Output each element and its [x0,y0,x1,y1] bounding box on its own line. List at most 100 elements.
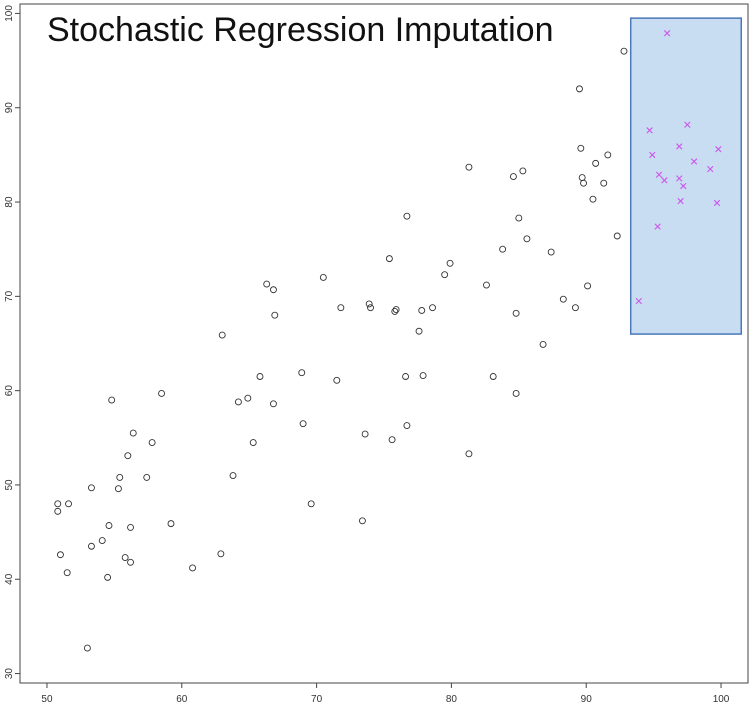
y-tick-label: 60 [4,385,15,397]
observed-point [571,304,579,312]
observed-point [465,450,473,458]
imputed-point [680,182,687,190]
imputed-point-stroke [684,121,691,128]
x-tick-label: 60 [176,694,188,705]
x-tick-label: 70 [311,694,323,705]
observed-point [229,472,237,479]
observed-point [441,271,449,279]
imputed-point-stroke [676,175,683,182]
observed-point [114,485,122,493]
imputed-point [635,297,642,305]
observed-point [577,144,585,152]
imputed-point [654,223,661,230]
observed-point [333,376,341,384]
observed-point [56,551,64,559]
imputed-point [707,165,714,173]
observed-point [512,390,520,397]
observed-point [592,159,600,167]
observed-point [446,259,454,267]
imputed-point [677,197,684,205]
observed-point [580,179,587,187]
observed-point [358,517,366,525]
observed-point [127,523,134,531]
observed-point [547,248,555,256]
observed-point [483,281,490,289]
observed-point [121,554,129,562]
observed-point [403,212,411,220]
imputed-point [684,121,691,128]
imputed-point [655,171,663,178]
imputed-point-stroke [690,158,698,165]
observed-point [584,282,592,290]
imputed-point-stroke [635,297,642,305]
y-tick-label: 70 [4,290,15,302]
observed-point [559,295,567,303]
observed-point [465,163,473,171]
imputed-point [676,175,683,182]
observed-point [337,304,345,312]
observed-point [167,520,175,528]
y-tick-label: 50 [4,479,15,491]
observed-point [104,573,112,581]
observed-point [108,396,116,404]
observed-point [429,304,436,312]
x-tick-label: 50 [41,694,53,705]
observed-point [256,373,264,380]
observed-point [63,569,71,577]
y-tick-label: 90 [4,102,15,114]
chart-title: Stochastic Regression Imputation [47,11,553,49]
observed-point [148,439,156,446]
observed-point [234,398,242,406]
y-tick-label: 30 [4,668,15,680]
observed-point [589,195,597,203]
observed-point [613,232,621,240]
y-tick-label: 40 [4,573,15,585]
observed-point [244,394,252,402]
imputation-highlight-region [629,17,743,335]
observed-point [515,214,523,222]
imputed-point [646,127,653,134]
observed-point [391,307,399,315]
tick-labels-layer: 50 60 70 80 90 100 30 40 50 60 70 80 90 100 [4,5,730,705]
observed-point [88,484,95,492]
x-tick-label: 90 [581,694,593,705]
observed-point [105,522,113,529]
observed-point [392,306,400,313]
imputed-point-stroke [680,182,687,190]
observed-point [217,550,225,558]
observed-point [600,179,608,187]
observed-point [54,500,62,508]
observed-point [129,429,137,437]
observed-point [419,372,427,380]
imputed-point-stroke [713,199,721,207]
imputed-point-stroke [663,30,671,37]
imputed-point-stroke [655,171,663,178]
observed-point [319,274,327,281]
observed-point [578,174,586,181]
x-tick-label: 100 [713,694,730,705]
imputed-point [649,151,656,159]
observed-point [249,439,257,446]
observed-point [143,473,151,481]
y-tick-label: 80 [4,196,15,208]
observed-point [620,47,628,55]
observed-point [189,564,197,572]
observed-point [388,436,396,444]
observed-point [116,473,124,481]
observed-point [270,400,277,408]
observed-point [54,507,62,515]
observed-point [263,280,271,288]
imputed-point [663,30,671,37]
imputed-point-stroke [676,143,683,150]
plot-frame [19,3,749,684]
imputed-point-stroke [646,127,653,134]
observed-point [124,452,132,460]
observed-point [576,85,583,93]
observed-point [489,373,497,380]
observed-point [298,369,306,377]
observed-point [403,422,411,429]
axis-layer [15,3,749,688]
observed-point [509,173,517,181]
observed-point [127,558,134,566]
